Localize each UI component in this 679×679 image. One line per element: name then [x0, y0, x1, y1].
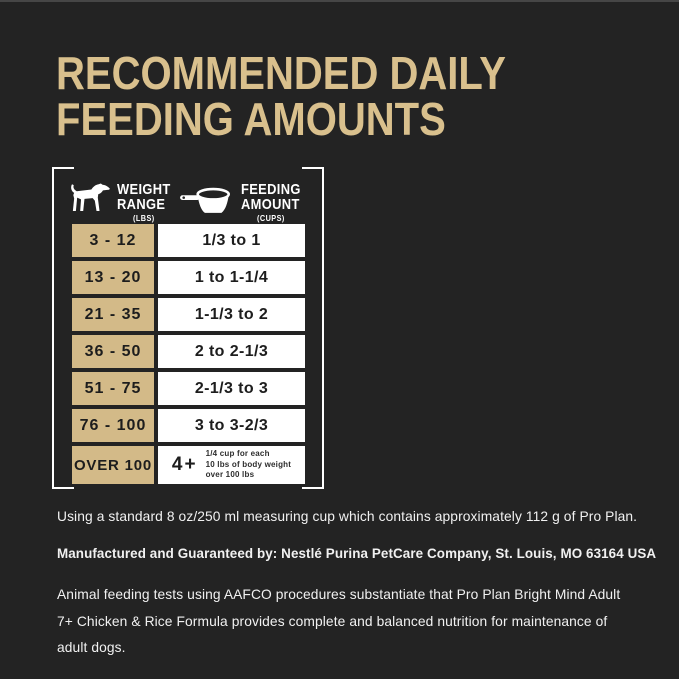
weight-cell: 3 - 12 [72, 224, 154, 257]
amount-cell: 1 to 1-1/4 [158, 261, 305, 294]
feeding-amount-header: FEEDING AMOUNT (CUPS) [241, 181, 301, 223]
frame-corner-top-right [302, 167, 324, 169]
page-title-line2: FEEDING AMOUNTS [56, 93, 446, 145]
weight-header-line1: WEIGHT [117, 181, 171, 198]
amount-cell: 2 to 2-1/3 [158, 335, 305, 368]
amount-cell: 1-1/3 to 2 [158, 298, 305, 331]
frame-left-line [52, 167, 54, 489]
frame-corner-top-left [52, 167, 74, 169]
footnote-aafco: Animal feeding tests using AAFCO procedu… [57, 587, 621, 655]
weight-cell: 21 - 35 [72, 298, 154, 331]
weight-cell: 51 - 75 [72, 372, 154, 405]
amount-cell: 4+ 1/4 cup for each 10 lbs of body weigh… [158, 446, 305, 484]
feeding-header-unit: (CUPS) [256, 213, 285, 223]
page-title-line1: RECOMMENDED DAILY [56, 47, 506, 99]
table-row: 76 - 100 3 to 3-2/3 [72, 409, 305, 442]
frame-corner-bottom-left [52, 487, 74, 489]
feeding-header-line2: AMOUNT [241, 195, 300, 213]
table-row: 21 - 35 1-1/3 to 2 [72, 298, 305, 331]
frame-right-line [322, 167, 324, 489]
page-title: RECOMMENDED DAILY FEEDING AMOUNTS [56, 50, 573, 142]
footnote-manufacturer: Manufactured and Guaranteed by: Nestlé P… [57, 546, 657, 561]
footnote-measuring-cup: Using a standard 8 oz/250 ml measuring c… [57, 509, 638, 524]
amount-note: 1/4 cup for each 10 lbs of body weight o… [205, 449, 292, 480]
feeding-table: 3 - 12 1/3 to 1 13 - 20 1 to 1-1/4 21 - … [72, 224, 305, 484]
weight-cell: 36 - 50 [72, 335, 154, 368]
weight-header-unit: (LBS) [133, 213, 155, 223]
weight-cell: 76 - 100 [72, 409, 154, 442]
table-row: 13 - 20 1 to 1-1/4 [72, 261, 305, 294]
amount-cell: 3 to 3-2/3 [158, 409, 305, 442]
amount-cell: 1/3 to 1 [158, 224, 305, 257]
table-row: 3 - 12 1/3 to 1 [72, 224, 305, 257]
table-row: OVER 100 4+ 1/4 cup for each 10 lbs of b… [72, 446, 305, 484]
frame-corner-bottom-right [302, 487, 324, 489]
weight-cell: 13 - 20 [72, 261, 154, 294]
amount-cell: 2-1/3 to 3 [158, 372, 305, 405]
table-row: 51 - 75 2-1/3 to 3 [72, 372, 305, 405]
measuring-cup-icon [180, 187, 230, 213]
table-row: 36 - 50 2 to 2-1/3 [72, 335, 305, 368]
top-edge-strip [0, 0, 679, 2]
dog-icon [71, 183, 110, 211]
weight-header-line2: RANGE [117, 195, 166, 213]
feeding-header-line1: FEEDING [241, 181, 301, 198]
amount-value-large: 4+ [171, 454, 198, 475]
weight-range-header: WEIGHT RANGE (LBS) [117, 181, 171, 223]
weight-cell: OVER 100 [72, 446, 154, 484]
